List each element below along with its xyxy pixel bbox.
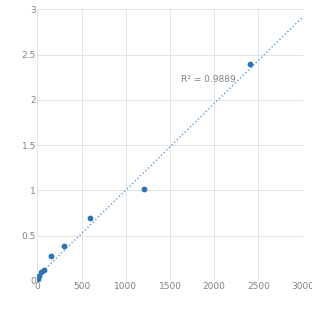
Point (35, 278, 40, 283)
Point (36, 276, 41, 281)
Text: R² = 0.9889: R² = 0.9889 (181, 75, 235, 84)
Point (48, 254, 53, 259)
Point (61, 244, 66, 249)
Point (41, 267, 46, 272)
Point (38, 269, 43, 274)
Point (247, 61, 252, 66)
Point (88, 216, 93, 221)
Point (37, 274, 41, 279)
Point (141, 186, 146, 191)
